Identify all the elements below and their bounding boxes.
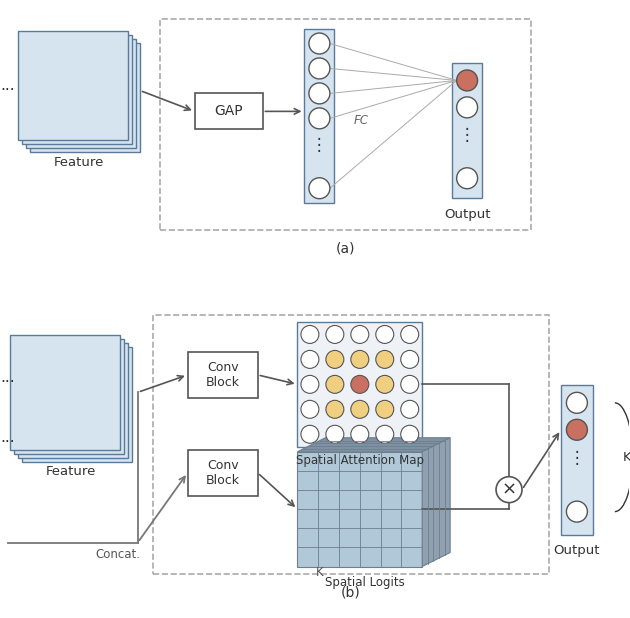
Circle shape <box>301 375 319 393</box>
Text: FC: FC <box>354 114 369 127</box>
Circle shape <box>309 108 330 129</box>
Circle shape <box>375 350 394 368</box>
Text: K: K <box>316 566 323 579</box>
Circle shape <box>566 419 587 440</box>
Bar <box>188 352 258 398</box>
Circle shape <box>351 425 369 443</box>
Circle shape <box>326 375 344 393</box>
Circle shape <box>309 83 330 104</box>
Bar <box>297 322 422 447</box>
Text: ...: ... <box>1 78 15 93</box>
Text: Conv
Block: Conv Block <box>205 459 239 487</box>
Bar <box>22 347 132 462</box>
Text: ⋮: ⋮ <box>311 137 328 154</box>
Circle shape <box>309 58 330 79</box>
Circle shape <box>457 97 478 118</box>
Polygon shape <box>422 438 450 567</box>
Polygon shape <box>297 452 422 567</box>
Circle shape <box>375 425 394 443</box>
Bar <box>188 450 258 496</box>
Bar <box>22 35 132 145</box>
Text: Output: Output <box>554 544 600 557</box>
Text: Feature: Feature <box>46 465 96 478</box>
Bar <box>159 19 531 230</box>
Circle shape <box>401 425 419 443</box>
Circle shape <box>457 167 478 188</box>
Circle shape <box>401 400 419 418</box>
Text: K: K <box>622 451 630 464</box>
Text: GAP: GAP <box>214 104 243 119</box>
Circle shape <box>566 501 587 522</box>
Text: ...: ... <box>1 370 15 385</box>
Bar <box>152 315 549 575</box>
Text: (b): (b) <box>341 585 361 599</box>
Bar <box>561 385 593 535</box>
Bar <box>195 93 263 129</box>
Bar <box>18 30 128 140</box>
Circle shape <box>301 400 319 418</box>
Circle shape <box>375 326 394 344</box>
Circle shape <box>326 350 344 368</box>
Circle shape <box>375 400 394 418</box>
Bar <box>30 43 140 152</box>
Circle shape <box>301 425 319 443</box>
Circle shape <box>351 375 369 393</box>
Circle shape <box>309 33 330 54</box>
Circle shape <box>401 375 419 393</box>
Bar <box>26 38 135 148</box>
Circle shape <box>301 350 319 368</box>
Circle shape <box>457 70 478 91</box>
Text: Output: Output <box>444 208 490 221</box>
Circle shape <box>309 178 330 199</box>
Circle shape <box>326 400 344 418</box>
Bar <box>304 28 335 203</box>
Text: ...: ... <box>1 430 15 445</box>
Text: ⋮: ⋮ <box>569 449 585 467</box>
Circle shape <box>326 326 344 344</box>
Text: ⋮: ⋮ <box>459 126 476 145</box>
Text: Concat.: Concat. <box>95 548 140 561</box>
Circle shape <box>496 476 522 502</box>
Text: Conv
Block: Conv Block <box>205 361 239 389</box>
Circle shape <box>375 375 394 393</box>
Circle shape <box>351 400 369 418</box>
Text: Spatial Attention Map: Spatial Attention Map <box>296 454 424 467</box>
Circle shape <box>351 350 369 368</box>
Bar <box>10 335 120 450</box>
Polygon shape <box>297 438 450 452</box>
Bar <box>14 339 123 454</box>
Circle shape <box>326 425 344 443</box>
Text: Feature: Feature <box>54 156 104 169</box>
Circle shape <box>401 350 419 368</box>
Text: (a): (a) <box>336 241 355 255</box>
Text: Spatial Logits: Spatial Logits <box>325 576 404 589</box>
Circle shape <box>301 326 319 344</box>
Bar <box>18 343 128 458</box>
Bar <box>452 64 482 198</box>
Circle shape <box>401 326 419 344</box>
Circle shape <box>351 326 369 344</box>
Circle shape <box>566 392 587 413</box>
Text: ×: × <box>501 481 517 499</box>
